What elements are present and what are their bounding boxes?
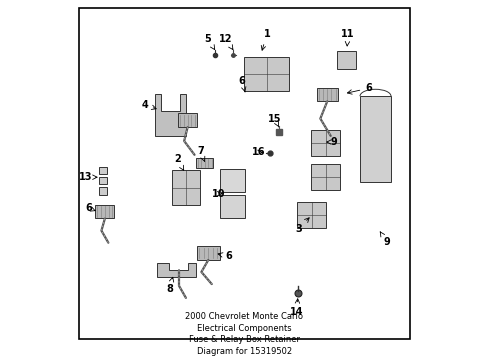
Text: 9: 9	[326, 137, 337, 147]
Bar	[99, 187, 107, 195]
Text: 10: 10	[211, 189, 225, 199]
Text: 13: 13	[79, 172, 97, 182]
Text: 5: 5	[204, 33, 214, 50]
Bar	[197, 247, 219, 260]
Text: 8: 8	[165, 277, 173, 294]
Text: 12: 12	[218, 33, 232, 50]
Text: 2: 2	[174, 154, 183, 170]
Text: 3: 3	[295, 218, 308, 234]
Bar	[297, 202, 325, 228]
Bar	[95, 205, 114, 218]
Bar	[99, 167, 107, 174]
Bar	[99, 177, 107, 184]
Bar	[196, 158, 213, 168]
Text: 2000 Chevrolet Monte Carlo
Electrical Components
Fuse & Relay Box Retainer
Diagr: 2000 Chevrolet Monte Carlo Electrical Co…	[185, 312, 303, 356]
Bar	[178, 113, 197, 127]
Text: 15: 15	[267, 114, 281, 127]
Text: 6: 6	[85, 203, 95, 213]
Bar	[244, 57, 289, 91]
Text: 1: 1	[261, 29, 270, 50]
Text: 6: 6	[218, 252, 232, 261]
Text: 16: 16	[252, 147, 265, 157]
Polygon shape	[155, 94, 185, 136]
Text: 7: 7	[197, 147, 204, 162]
Text: 4: 4	[141, 100, 156, 110]
Text: 11: 11	[341, 30, 354, 46]
Text: 9: 9	[379, 232, 389, 247]
Bar	[316, 87, 337, 102]
Text: 6: 6	[346, 83, 371, 94]
Polygon shape	[156, 264, 196, 277]
Bar	[219, 195, 245, 218]
Text: 14: 14	[289, 299, 303, 317]
Bar	[172, 170, 199, 205]
Bar	[336, 50, 355, 69]
Bar	[310, 130, 340, 156]
Bar	[219, 170, 245, 192]
Bar	[359, 96, 390, 183]
Bar	[310, 164, 340, 190]
Text: 6: 6	[238, 76, 245, 92]
